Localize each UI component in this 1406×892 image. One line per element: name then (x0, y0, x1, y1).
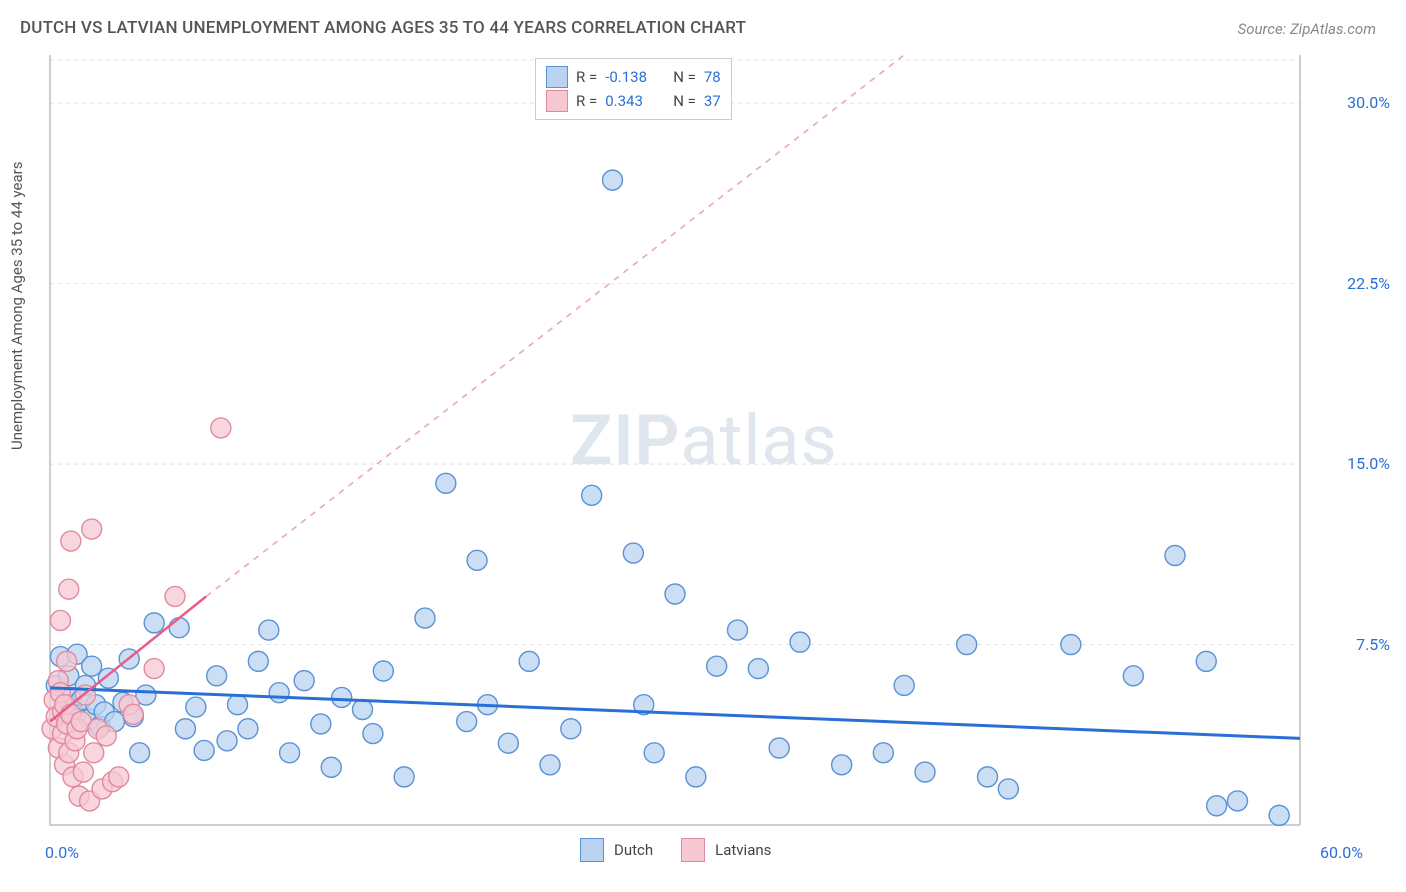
x-tick-min: 0.0% (45, 843, 79, 862)
data-point (394, 767, 414, 787)
data-point (194, 740, 214, 760)
data-point (915, 762, 935, 782)
data-point (561, 719, 581, 739)
legend-swatch (681, 838, 705, 862)
data-point (1123, 666, 1143, 686)
data-point (498, 733, 518, 753)
data-point (96, 726, 116, 746)
data-point (457, 712, 477, 732)
trend-line-extension (206, 55, 904, 596)
data-point (82, 656, 102, 676)
data-point (623, 543, 643, 563)
data-point (436, 473, 456, 493)
data-point (144, 659, 164, 679)
data-point (98, 668, 118, 688)
data-point (82, 519, 102, 539)
n-value: 37 (704, 89, 721, 113)
data-point (832, 755, 852, 775)
correlation-stats-box: R = -0.138 N = 78 R = 0.343 N = 37 (535, 58, 732, 120)
legend-swatch (580, 838, 604, 862)
data-point (84, 743, 104, 763)
data-point (686, 767, 706, 787)
correlation-scatter-chart (0, 0, 1406, 892)
data-point (57, 651, 77, 671)
data-point (957, 635, 977, 655)
data-point (175, 719, 195, 739)
data-point (123, 704, 143, 724)
y-tick-label: 22.5% (1320, 274, 1390, 293)
data-point (353, 700, 373, 720)
data-point (294, 671, 314, 691)
data-point (665, 584, 685, 604)
legend-label: Latvians (715, 841, 771, 859)
data-point (211, 418, 231, 438)
data-point (415, 608, 435, 628)
data-point (894, 675, 914, 695)
data-point (1196, 651, 1216, 671)
data-point (73, 762, 93, 782)
data-point (582, 485, 602, 505)
data-point (998, 779, 1018, 799)
data-point (790, 632, 810, 652)
r-value: -0.138 (605, 65, 657, 89)
data-point (728, 620, 748, 640)
data-point (259, 620, 279, 640)
n-label: N = (673, 65, 696, 89)
data-point (238, 719, 258, 739)
data-point (1228, 791, 1248, 811)
legend-label: Dutch (614, 841, 653, 859)
data-point (186, 697, 206, 717)
data-point (363, 724, 383, 744)
data-point (603, 170, 623, 190)
data-point (61, 531, 81, 551)
data-point (873, 743, 893, 763)
r-value: 0.343 (605, 89, 657, 113)
data-point (1061, 635, 1081, 655)
data-point (228, 695, 248, 715)
y-tick-label: 15.0% (1320, 454, 1390, 473)
data-point (144, 613, 164, 633)
data-point (748, 659, 768, 679)
data-point (332, 687, 352, 707)
data-point (217, 731, 237, 751)
data-point (248, 651, 268, 671)
data-point (311, 714, 331, 734)
data-point (467, 550, 487, 570)
correlation-row: R = 0.343 N = 37 (546, 89, 721, 113)
data-point (1207, 796, 1227, 816)
x-tick-max: 60.0% (1320, 843, 1363, 862)
data-point (269, 683, 289, 703)
data-point (769, 738, 789, 758)
series-legend: Dutch Latvians (580, 838, 789, 862)
correlation-row: R = -0.138 N = 78 (546, 65, 721, 89)
data-point (1269, 805, 1289, 825)
r-label: R = (576, 65, 597, 89)
data-point (540, 755, 560, 775)
data-point (519, 651, 539, 671)
data-point (165, 586, 185, 606)
data-point (169, 618, 189, 638)
y-tick-label: 7.5% (1320, 635, 1390, 654)
data-point (644, 743, 664, 763)
n-label: N = (673, 89, 696, 113)
data-point (321, 757, 341, 777)
legend-swatch (546, 90, 568, 112)
y-tick-label: 30.0% (1320, 93, 1390, 112)
data-point (707, 656, 727, 676)
data-point (1165, 546, 1185, 566)
data-point (50, 610, 70, 630)
data-point (280, 743, 300, 763)
legend-swatch (546, 66, 568, 88)
n-value: 78 (704, 65, 721, 89)
data-point (130, 743, 150, 763)
data-point (373, 661, 393, 681)
data-point (109, 767, 129, 787)
data-point (207, 666, 227, 686)
data-point (59, 579, 79, 599)
r-label: R = (576, 89, 597, 113)
data-point (978, 767, 998, 787)
